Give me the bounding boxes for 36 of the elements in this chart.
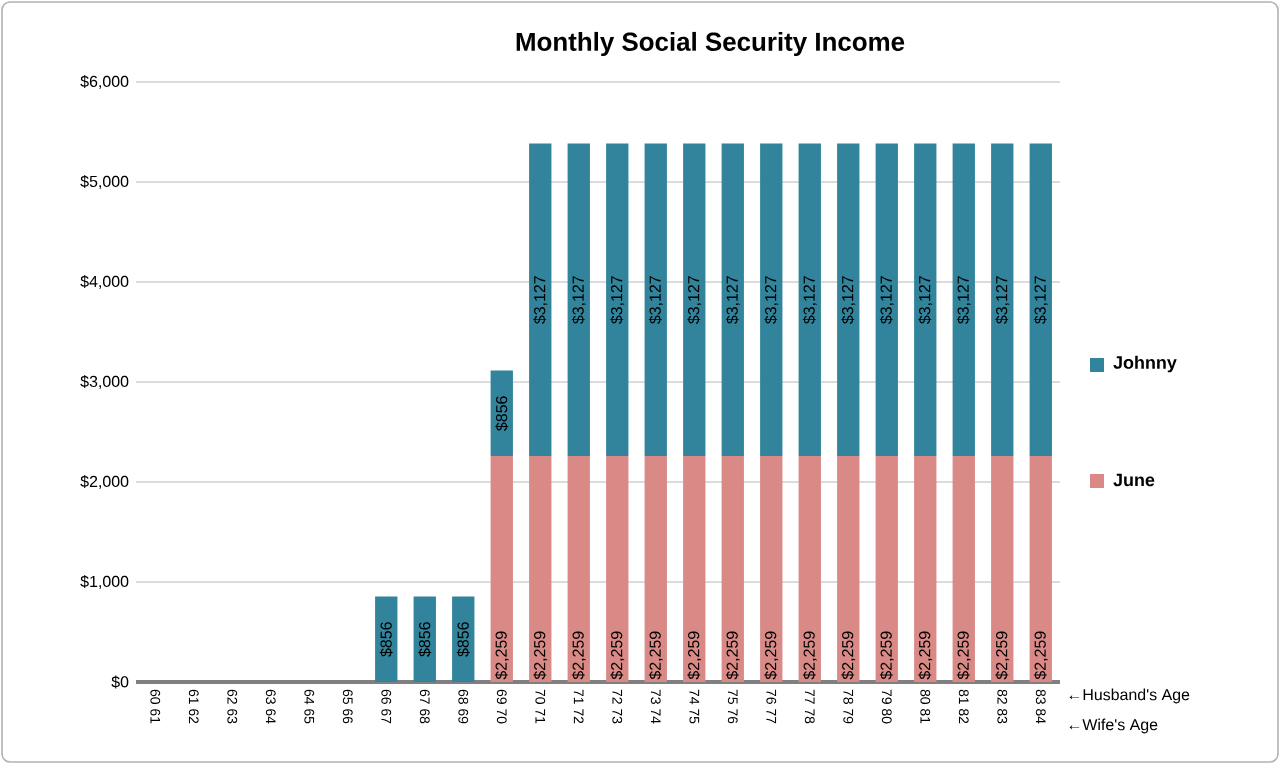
bar xyxy=(490,370,513,457)
bar xyxy=(1029,456,1052,682)
bar xyxy=(606,143,629,457)
bar xyxy=(875,143,898,457)
bar xyxy=(837,143,860,457)
bar xyxy=(914,143,937,457)
bar xyxy=(991,143,1014,457)
bar xyxy=(529,143,552,457)
bar xyxy=(452,596,475,682)
bar xyxy=(914,456,937,682)
bar xyxy=(952,143,975,457)
bar xyxy=(567,143,590,457)
bar xyxy=(683,456,706,682)
bar xyxy=(760,143,783,457)
bar xyxy=(490,456,513,682)
bar xyxy=(837,456,860,682)
bar xyxy=(952,456,975,682)
bar xyxy=(798,143,821,457)
bar xyxy=(798,456,821,682)
legend-label: June xyxy=(1113,473,1155,487)
bar xyxy=(991,456,1014,682)
bar xyxy=(529,456,552,682)
bar xyxy=(375,596,398,682)
bar xyxy=(721,143,744,457)
legend-label: Johnny xyxy=(1113,355,1177,373)
chart-title: Monthly Social Security Income xyxy=(516,31,905,57)
bar xyxy=(1029,143,1052,457)
bar xyxy=(875,456,898,682)
bar xyxy=(760,456,783,682)
bar xyxy=(683,143,706,457)
bar xyxy=(644,143,667,457)
bar xyxy=(567,456,590,682)
bar xyxy=(606,456,629,682)
bar xyxy=(721,456,744,682)
bar xyxy=(644,456,667,682)
bar xyxy=(413,596,436,682)
